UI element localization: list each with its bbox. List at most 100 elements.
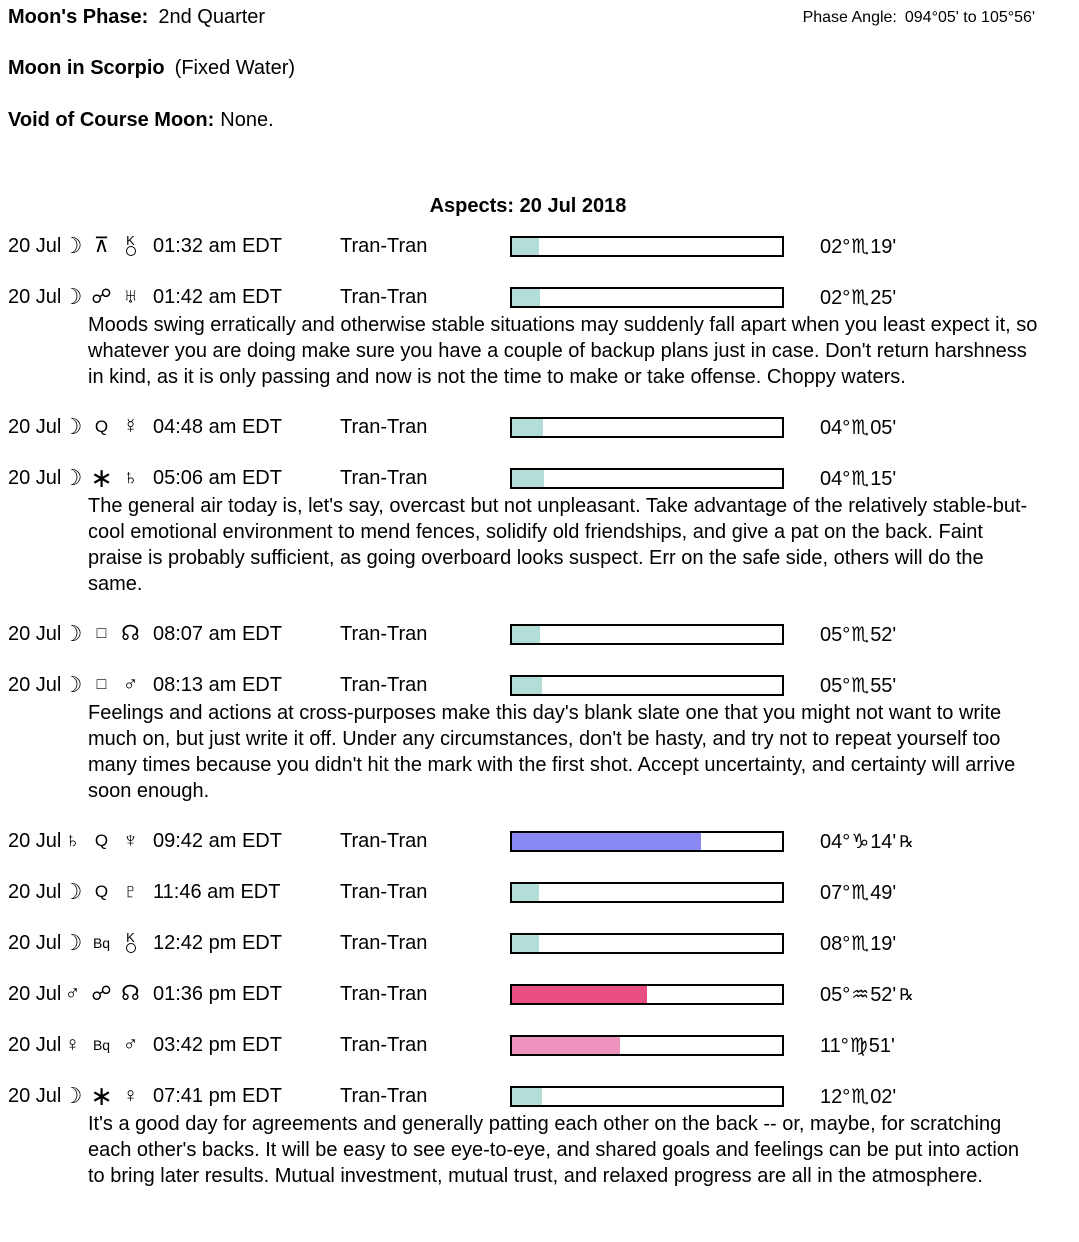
aspect-date: 20 Jul	[8, 415, 62, 438]
aspect-date: 20 Jul	[8, 673, 62, 696]
moon-icon: ☽	[62, 414, 83, 439]
header-row: Moon's Phase: 2nd Quarter Phase Angle: 094…	[8, 6, 1079, 30]
phase-angle-line: Phase Angle: 094°05' to 105°56'	[803, 6, 1035, 27]
aspect-degree: 05°♒52' ℞	[820, 983, 914, 1006]
aspect-orb-bar-fill	[512, 1036, 620, 1054]
moon-icon: ☽	[62, 879, 83, 904]
aspect-orb-bar	[510, 1034, 784, 1056]
moon-icon: ☽	[62, 621, 83, 646]
node-icon: ☊	[121, 622, 140, 645]
aspect-symbols: ☽ ∗ ♀	[58, 1081, 153, 1111]
moon-icon: ☽	[62, 1083, 83, 1108]
aspect-symbols: ☽ ⊼ K	[58, 234, 153, 257]
aspect-orb-bar-fill	[512, 985, 647, 1003]
scorpio-icon: ♏	[851, 467, 870, 490]
aspect-row: 20 Jul ☽ Q ♇ 11:46 am EDT Tran-Tran 07°♏49'	[8, 881, 1079, 904]
moon-icon: ☽	[62, 930, 83, 955]
aspect-orb-bar-fill	[512, 237, 539, 255]
retrograde-icon: ℞	[899, 986, 914, 1004]
aspect-date: 20 Jul	[8, 622, 62, 645]
aquarius-icon: ♒	[851, 983, 870, 1006]
phase-angle-label: Phase Angle:	[802, 9, 897, 26]
aspect-type: Tran-Tran	[340, 829, 428, 852]
aspect-orb-bar	[510, 286, 784, 308]
aspect-row: 20 Jul ☽ ∗ ♀ 07:41 pm EDT Tran-Tran 12°♏02'	[8, 1081, 1079, 1111]
moon-sign-note: (Fixed Water)	[174, 57, 296, 79]
aspect-orb-bar-fill	[512, 1087, 542, 1105]
quintile-icon: Q	[94, 882, 109, 901]
aspect-type: Tran-Tran	[340, 466, 428, 489]
aspect-symbols: ☽ Bq K	[58, 930, 153, 955]
quincunx-icon: ⊼	[93, 234, 110, 257]
venus-icon: ♀	[122, 1084, 139, 1107]
aspect-row: 20 Jul ☽ Bq K 12:42 pm EDT Tran-Tran 08°♏19'	[8, 930, 1079, 955]
aspect-degree: 05°♏52'	[820, 623, 897, 646]
moon-icon: ☽	[62, 465, 83, 490]
mars-icon: ♂	[122, 1033, 139, 1056]
aspect-degree: 04°♏05'	[820, 416, 897, 439]
aspect-time: 01:32 am EDT	[153, 234, 282, 257]
aspect-orb-bar-fill	[512, 832, 701, 850]
aspects-list: 20 Jul ☽ ⊼ K 01:32 am EDT Tran-Tran 02°♏19' 20 …	[8, 234, 1079, 1189]
void-of-course-line: Void of Course Moon: None.	[8, 109, 1079, 133]
aspect-type: Tran-Tran	[340, 673, 428, 696]
moons-phase-label: Moon's Phase:	[8, 6, 149, 28]
saturn-icon: ♄	[64, 829, 81, 852]
phase-angle-value: 094°05' to 105°56'	[904, 9, 1035, 26]
aspect-symbols: ☽ Q ☿	[58, 416, 153, 438]
mars-icon: ♂	[64, 982, 81, 1005]
saturn-icon: ♄	[122, 466, 139, 489]
aspect-orb-bar-fill	[512, 469, 545, 487]
aspect-type: Tran-Tran	[340, 622, 428, 645]
aspect-orb-bar	[510, 467, 784, 489]
capricorn-icon: ♑	[851, 830, 870, 853]
aspect-row: 20 Jul ☽ Q ☿ 04:48 am EDT Tran-Tran 04°♏05'	[8, 415, 1079, 439]
aspect-date: 20 Jul	[8, 982, 62, 1005]
aspect-row: 20 Jul ☽ ∗ ♄ 05:06 am EDT Tran-Tran 04°♏15'	[8, 463, 1079, 493]
aspect-degree: 12°♏02'	[820, 1085, 897, 1108]
aspect-orb-bar	[510, 983, 784, 1005]
scorpio-icon: ♏	[851, 932, 870, 955]
aspect-degree: 04°♏15'	[820, 467, 897, 490]
aspect-orb-bar	[510, 830, 784, 852]
scorpio-icon: ♏	[851, 235, 870, 258]
aspect-date: 20 Jul	[8, 1084, 62, 1107]
mercury-icon: ☿	[122, 415, 139, 438]
aspect-date: 20 Jul	[8, 931, 62, 954]
aspect-date: 20 Jul	[8, 829, 62, 852]
aspect-orb-bar-fill	[512, 625, 541, 643]
aspect-row: 20 Jul ☽ ☍ ♅ 01:42 am EDT Tran-Tran 02°♏25'	[8, 284, 1079, 309]
aspect-date: 20 Jul	[8, 466, 62, 489]
aspect-orb-bar-fill	[512, 288, 541, 306]
moons-phase-line: Moon's Phase: 2nd Quarter	[8, 6, 265, 29]
aspect-orb-bar-fill	[512, 418, 544, 436]
scorpio-icon: ♏	[851, 674, 870, 697]
aspect-date: 20 Jul	[8, 1033, 62, 1056]
aspect-type: Tran-Tran	[340, 1033, 428, 1056]
astrology-report-page: Moon's Phase: 2nd Quarter Phase Angle: 094…	[0, 0, 1079, 1189]
aspect-orb-bar	[510, 881, 784, 903]
aspect-type: Tran-Tran	[340, 285, 428, 308]
sextile-icon: ∗	[90, 463, 113, 493]
moon-icon: ☽	[62, 284, 83, 309]
aspect-symbols: ♄ Q ♆	[58, 830, 153, 852]
aspect-orb-bar	[510, 1085, 784, 1107]
aspect-time: 04:48 am EDT	[153, 415, 282, 438]
aspect-time: 08:07 am EDT	[153, 622, 282, 645]
aspect-type: Tran-Tran	[340, 1084, 428, 1107]
aspect-note: Moods swing erratically and otherwise st…	[88, 314, 1038, 388]
aspect-symbols: ♀ Bq ♂	[58, 1034, 153, 1056]
retrograde-icon: ℞	[899, 833, 914, 851]
aspect-degree: 08°♏19'	[820, 932, 897, 955]
aspect-symbols: ☽ ∗ ♄	[58, 463, 153, 493]
aspect-symbols: ☽ Q ♇	[58, 881, 153, 903]
square-icon: □	[96, 625, 107, 642]
mars-icon: ♂	[122, 673, 139, 696]
void-of-course-label: Void of Course Moon:	[8, 109, 215, 131]
aspect-time: 01:42 am EDT	[153, 285, 282, 308]
square-icon: □	[96, 676, 107, 693]
sextile-icon: ∗	[90, 1081, 113, 1111]
aspect-time: 03:42 pm EDT	[153, 1033, 282, 1056]
aspect-type: Tran-Tran	[340, 982, 428, 1005]
aspect-time: 01:36 pm EDT	[153, 982, 282, 1005]
